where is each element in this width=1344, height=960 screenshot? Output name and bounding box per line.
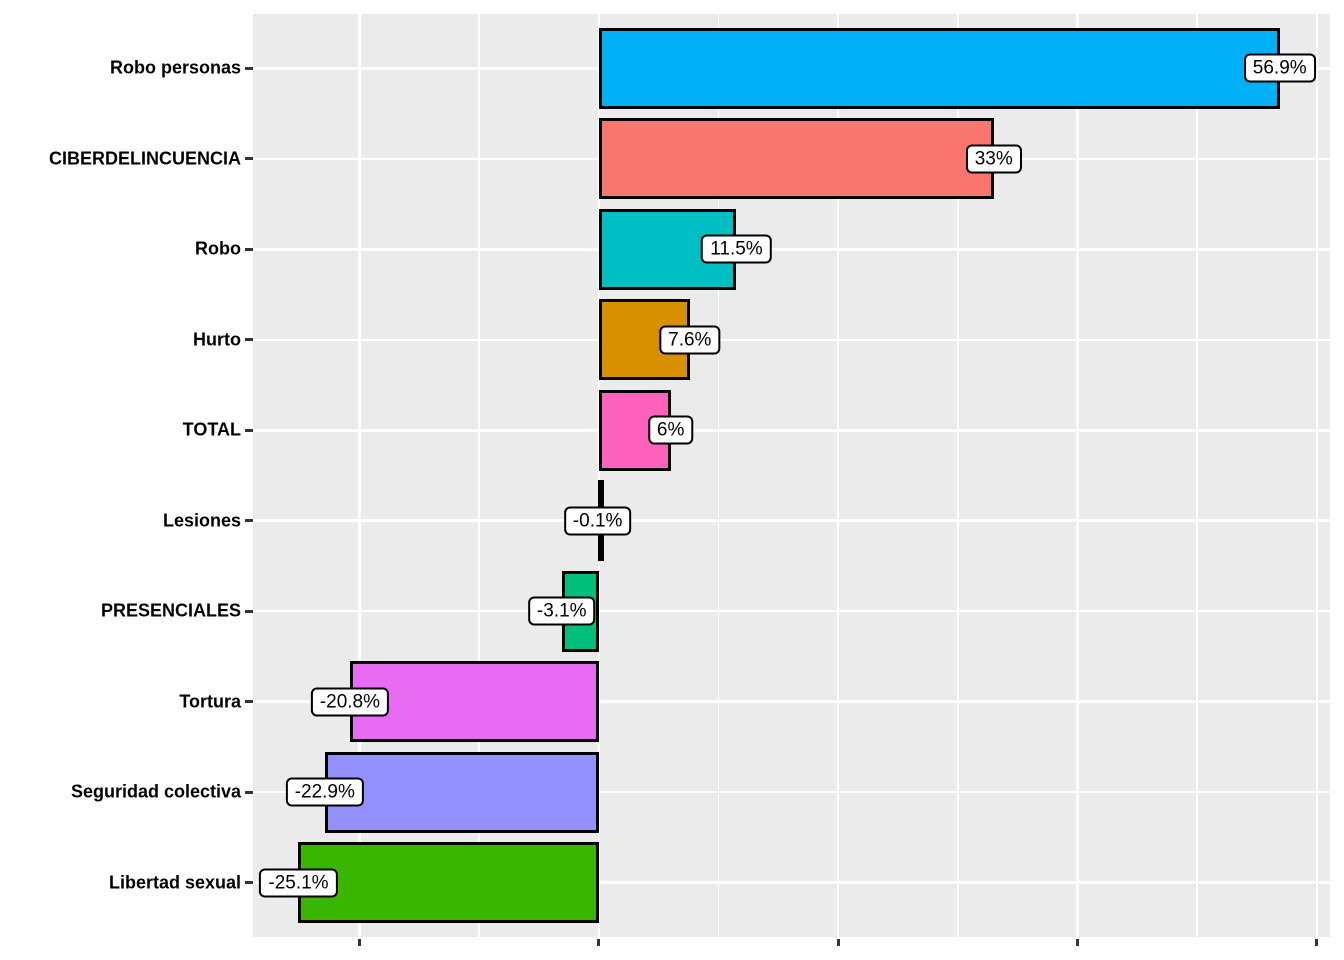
gridline-major-h [253, 248, 1330, 251]
value-label-libertad-sexual: -25.1% [259, 868, 338, 898]
gridline-major-h [253, 790, 1330, 794]
value-label-robo-personas: 56.9% [1243, 53, 1316, 83]
y-axis-tick [245, 428, 253, 432]
category-label-robo: Robo [195, 238, 241, 259]
y-axis-tick [245, 66, 253, 70]
y-axis-tick [245, 881, 253, 885]
y-axis-tick [245, 519, 253, 523]
x-axis-tick [358, 939, 361, 946]
category-label-tortura: Tortura [179, 691, 241, 712]
value-label-tortura: -20.8% [310, 687, 390, 717]
gridline-minor-v [1196, 14, 1198, 937]
category-label-libertad-sexual: Libertad sexual [108, 872, 241, 893]
category-label-robo-personas: Robo personas [109, 57, 241, 78]
plot-panel: 56.9% 33% 11.5% 7.6% 6% -0.1% -3.1% -20.8% -22.9… [253, 14, 1330, 937]
x-axis-tick [1315, 939, 1319, 946]
gridline-major-h [253, 338, 1330, 341]
y-axis-tick [245, 247, 253, 251]
y-axis-tick [245, 338, 253, 342]
gridline-major-v [836, 14, 840, 937]
value-label-robo: 11.5% [701, 234, 772, 264]
value-label-ciberdelincuencia: 33% [965, 144, 1022, 174]
gridline-major-h [253, 429, 1330, 432]
y-axis-tick [245, 700, 253, 704]
value-label-hurto: 7.6% [659, 325, 721, 355]
category-label-presenciales: PRESENCIALES [100, 600, 241, 621]
bar-seguridad-colectiva [324, 751, 599, 833]
gridline-minor-v [478, 14, 480, 937]
bar-libertad-sexual [298, 842, 599, 924]
gridline-minor-v [717, 14, 720, 937]
gridline-major-v [358, 14, 361, 937]
gridline-major-v [597, 14, 601, 937]
value-label-presenciales: -3.1% [527, 596, 596, 626]
category-label-lesiones: Lesiones [162, 510, 241, 531]
y-axis-tick [245, 157, 253, 161]
y-axis-tick [245, 790, 253, 794]
bar-robo-personas [598, 27, 1280, 109]
y-axis-tick [245, 609, 253, 613]
gridline-major-v [1315, 14, 1319, 937]
x-axis-tick [597, 939, 601, 946]
gridline-major-h [253, 700, 1330, 703]
x-axis-tick [836, 939, 840, 946]
bar-ciberdelincuencia [598, 118, 994, 200]
value-label-lesiones: -0.1% [563, 506, 632, 536]
gridline-major-v [1076, 14, 1079, 937]
gridline-major-h [253, 881, 1330, 884]
bar-tortura [349, 661, 599, 743]
gridline-major-h [253, 609, 1330, 613]
category-label-total: TOTAL [182, 419, 241, 440]
gridline-minor-v [957, 14, 959, 937]
category-label-ciberdelincuencia: CIBERDELINCUENCIA [48, 148, 241, 169]
x-axis-tick [1076, 939, 1079, 946]
category-label-seguridad-colectiva: Seguridad colectiva [70, 781, 241, 802]
value-label-total: 6% [647, 415, 694, 445]
value-label-seguridad-colectiva: -22.9% [285, 777, 364, 807]
category-label-hurto: Hurto [193, 329, 241, 350]
gridline-major-h [253, 519, 1330, 522]
